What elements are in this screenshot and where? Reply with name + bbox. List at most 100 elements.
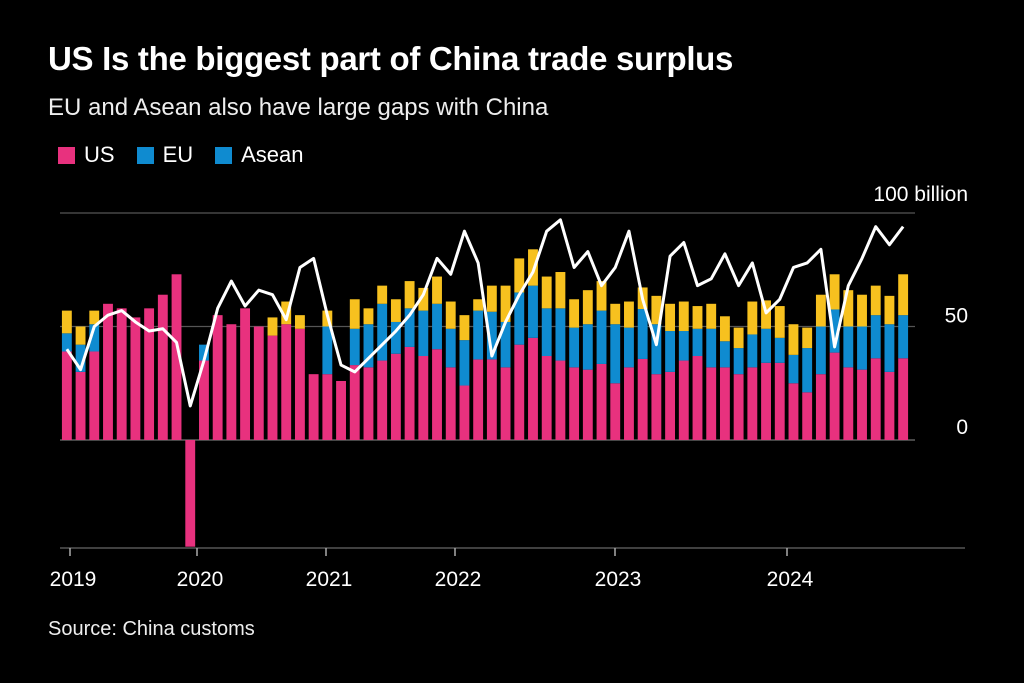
bar-us — [678, 360, 689, 440]
bar-asean — [706, 303, 717, 329]
bar-eu — [322, 326, 333, 375]
bar-us — [706, 367, 717, 440]
bar-us — [377, 360, 388, 440]
bar-us — [171, 274, 182, 440]
bar-us — [363, 367, 374, 440]
bar-asean — [432, 276, 442, 304]
bar-us — [541, 356, 552, 440]
bar-asean — [829, 274, 840, 310]
bar-eu — [815, 326, 826, 375]
bar-eu — [719, 341, 730, 368]
bar-us — [486, 359, 497, 440]
bar-asean — [582, 290, 593, 325]
legend-swatch-us — [58, 146, 75, 164]
bar-asean — [774, 306, 785, 338]
bar-us — [157, 294, 168, 440]
bar-eu — [459, 340, 470, 386]
bar-eu — [678, 331, 689, 361]
bar-eu — [528, 285, 538, 338]
bar-asean — [678, 301, 689, 332]
bar-us — [75, 371, 86, 440]
bar-asean — [802, 327, 813, 349]
bar-us — [308, 374, 319, 440]
bar-asean — [281, 301, 292, 325]
bar-asean — [459, 315, 470, 341]
bar-eu — [514, 292, 525, 345]
bar-us — [144, 308, 155, 440]
bar-asean — [651, 295, 662, 325]
bar-asean — [733, 327, 744, 349]
y-tick-label: 50 — [945, 305, 968, 328]
bar-eu — [404, 308, 415, 347]
bar-asean — [884, 295, 895, 325]
bar-asean — [390, 299, 401, 322]
bar-us — [761, 362, 771, 440]
bar-us — [294, 328, 305, 440]
bar-asean — [541, 276, 552, 309]
legend-swatch-eu — [136, 146, 154, 164]
bar-us — [829, 352, 840, 440]
bar-eu — [89, 324, 100, 352]
bar-eu — [390, 321, 401, 354]
legend-label-asean: Asean — [241, 142, 304, 167]
bar-asean — [418, 287, 429, 311]
bar-asean — [719, 316, 730, 342]
bar-us — [212, 315, 223, 440]
bar-us — [418, 356, 429, 440]
bar-eu — [870, 315, 881, 359]
bar-us — [569, 367, 580, 440]
bar-us — [802, 392, 813, 440]
bar-eu — [473, 310, 484, 360]
bar-asean — [555, 272, 566, 309]
bar-us — [898, 358, 909, 440]
bar-us — [89, 351, 100, 440]
bar-eu — [569, 327, 580, 368]
bar-eu — [706, 328, 717, 368]
bar-us — [555, 360, 566, 440]
bar-asean — [569, 299, 580, 328]
bar-us — [788, 383, 799, 440]
bar-eu — [857, 326, 867, 370]
bar-asean — [445, 301, 456, 329]
bar-eu — [884, 324, 895, 372]
bar-eu — [733, 348, 744, 375]
bar-eu — [829, 309, 840, 353]
bar-us — [404, 346, 415, 440]
bar-us — [267, 335, 278, 440]
bar-us — [596, 363, 607, 440]
bar-eu — [377, 303, 388, 361]
bar-us — [610, 383, 621, 440]
legend: US EU Asean — [58, 142, 304, 168]
bar-eu — [665, 331, 676, 372]
legend-label-eu: EU — [162, 142, 194, 167]
bar-eu — [349, 328, 360, 366]
bar-us — [665, 371, 676, 440]
chart-subtitle: EU and Asean also have large gaps with C… — [48, 94, 549, 121]
bar-eu — [432, 303, 442, 350]
bar-us — [843, 367, 854, 440]
legend-item-us: US — [58, 142, 115, 168]
bar-eu — [624, 327, 634, 368]
bar-asean — [267, 317, 278, 336]
bar-asean — [404, 281, 415, 309]
bar-us — [528, 337, 538, 440]
bar-eu — [61, 333, 72, 352]
bar-us — [651, 374, 662, 440]
bar-us — [103, 303, 113, 440]
bar-us — [582, 369, 593, 440]
total-surplus-line — [65, 218, 905, 408]
bar-asean — [500, 285, 511, 322]
bar-eu — [486, 311, 497, 360]
bar-eu — [761, 328, 771, 363]
bar-asean — [857, 294, 867, 327]
bar-asean — [815, 294, 826, 327]
bar-eu — [75, 344, 86, 372]
legend-label-us: US — [84, 142, 115, 167]
bar-us — [336, 380, 346, 440]
bar-eu — [843, 326, 854, 368]
bar-us — [733, 374, 744, 440]
bar-asean — [898, 274, 909, 316]
bar-asean — [788, 324, 799, 355]
bar-eu — [596, 310, 607, 364]
